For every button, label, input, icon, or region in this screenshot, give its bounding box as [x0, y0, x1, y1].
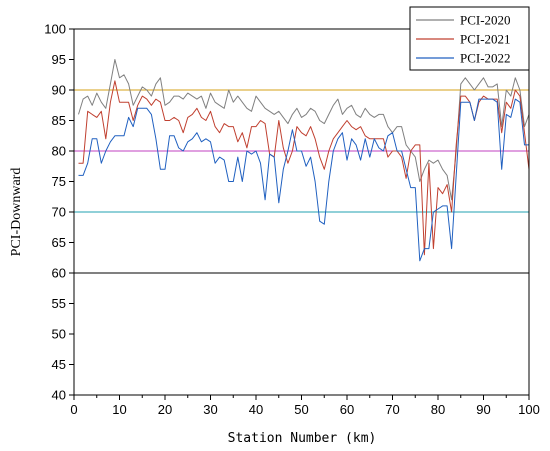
- y-tick-label: 100: [44, 22, 66, 37]
- x-tick-label: 60: [340, 402, 354, 417]
- y-tick-label: 85: [52, 113, 66, 128]
- x-tick-label: 80: [431, 402, 445, 417]
- legend-label: PCI-2020: [460, 13, 511, 28]
- x-tick-label: 20: [158, 402, 172, 417]
- y-tick-label: 65: [52, 235, 66, 250]
- series-line-pci-2020: [78, 59, 530, 201]
- y-tick-label: 95: [52, 52, 66, 67]
- y-tick-label: 90: [52, 83, 66, 98]
- x-tick-label: 0: [70, 402, 77, 417]
- y-axis-title: PCI-Downward: [9, 168, 24, 257]
- x-axis-title: Station Number (km): [228, 431, 377, 446]
- y-tick-label: 55: [52, 296, 66, 311]
- y-tick-label: 70: [52, 205, 66, 220]
- series-lines: [78, 59, 530, 262]
- y-tick-label: 50: [52, 327, 66, 342]
- x-tick-label: 70: [385, 402, 399, 417]
- y-tick-label: 75: [52, 174, 66, 189]
- y-tick-label: 60: [52, 266, 66, 281]
- y-tick-label: 45: [52, 357, 66, 372]
- series-line-pci-2022: [78, 98, 529, 262]
- series-line-pci-2021: [78, 80, 530, 256]
- reference-lines: [74, 89, 529, 274]
- x-tick-label: 30: [203, 402, 217, 417]
- legend-label: PCI-2022: [460, 51, 511, 66]
- legend-label: PCI-2021: [460, 32, 511, 47]
- x-tick-label: 10: [112, 402, 126, 417]
- x-tick-label: 100: [518, 402, 540, 417]
- legend: PCI-2020 PCI-2021 PCI-2022: [409, 6, 530, 71]
- x-axis-ticks: 0 10 20 30 40 50 60 70 80 90 100: [70, 395, 540, 417]
- y-tick-label: 40: [52, 388, 66, 403]
- x-tick-label: 50: [294, 402, 308, 417]
- x-tick-label: 40: [249, 402, 263, 417]
- x-tick-label: 90: [476, 402, 490, 417]
- y-axis-ticks: 40 45 50 55 60 65 70 75 80 85 90 95 100: [44, 22, 74, 403]
- y-tick-label: 80: [52, 144, 66, 159]
